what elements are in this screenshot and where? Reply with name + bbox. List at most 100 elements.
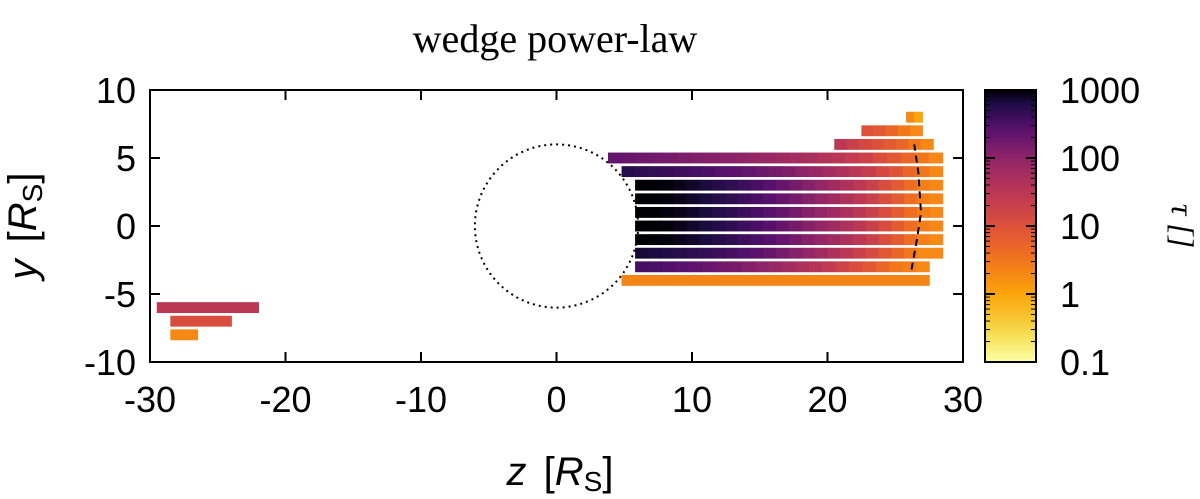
strip-cell: [795, 166, 810, 178]
strip-cell: [808, 166, 823, 178]
strip-cell: [711, 220, 726, 232]
strip-cell: [647, 193, 662, 205]
strip-cell: [776, 193, 790, 205]
strip-cell: [768, 166, 783, 178]
strip-cell: [878, 179, 893, 191]
strip-cell: [914, 111, 923, 123]
strip-cell: [635, 261, 650, 273]
strip-cell: [891, 206, 905, 218]
strip-cell: [834, 138, 848, 150]
strip-cell: [677, 152, 693, 164]
strip-cell: [635, 179, 649, 191]
strip-cell: [635, 234, 649, 246]
strip-cell: [763, 193, 777, 205]
strip-cell: [621, 152, 637, 164]
strip-cell: [750, 220, 764, 232]
strip-cell: [917, 206, 931, 218]
strip-cell: [859, 138, 872, 150]
strip-cell: [776, 206, 790, 218]
y-axis-unit-sym: R: [1, 202, 45, 231]
strip-cell: [686, 193, 700, 205]
strip-cell: [803, 152, 818, 164]
strip-cell: [699, 206, 713, 218]
strip-cell: [891, 220, 905, 232]
y-tick-label: -10: [84, 342, 136, 383]
strip-cell: [763, 247, 777, 259]
strip-cell: [878, 193, 893, 205]
strip-cell: [827, 234, 841, 246]
strip-cell: [827, 179, 841, 191]
colorbar-tick-label: 10: [1060, 206, 1100, 247]
strip-cell: [711, 234, 726, 246]
strip-cell: [852, 179, 867, 191]
strip-cell: [917, 193, 931, 205]
strip-cell: [691, 152, 707, 164]
x-axis-unit-sub: S: [584, 466, 603, 497]
strip-cell: [902, 166, 917, 178]
strip-cell: [724, 247, 739, 259]
strip-cell: [871, 138, 885, 150]
x-tick-label: -10: [395, 379, 447, 420]
strip-cell: [788, 234, 803, 246]
strip-cell: [719, 152, 735, 164]
strip-cell: [686, 179, 700, 191]
strip-cell: [891, 193, 905, 205]
colorbar-tick-label: 1000: [1060, 70, 1140, 111]
x-axis-label: z [RS]: [506, 450, 614, 497]
strip-cell: [889, 166, 904, 178]
strip-cell: [635, 152, 651, 164]
strip-cell: [750, 179, 764, 191]
strip-cell: [929, 247, 944, 259]
strip-cell: [904, 247, 918, 259]
strip-cell: [763, 206, 777, 218]
strip-cell: [699, 179, 713, 191]
x-tick-label: 20: [807, 379, 847, 420]
y-ticks: -10 -5 0 5 10: [84, 70, 963, 383]
strip-cell: [878, 220, 893, 232]
strip-cell: [915, 166, 930, 178]
strip-cell: [848, 261, 863, 273]
strip-cell: [660, 220, 675, 232]
strip-cell: [929, 179, 944, 191]
strip-cell: [840, 193, 854, 205]
strip-cell: [711, 193, 726, 205]
strip-cell: [647, 247, 662, 259]
circle-outline: [473, 143, 640, 309]
strip-cell: [635, 247, 649, 259]
strip-cell: [663, 152, 679, 164]
strip-cell: [929, 166, 944, 178]
strip-cell: [801, 206, 816, 218]
strip-cell: [878, 234, 893, 246]
strip-cell: [917, 234, 931, 246]
heatmap-strips: [156, 111, 944, 341]
strip-cell: [675, 166, 690, 178]
strip-cell: [845, 152, 860, 164]
strip-cell: [915, 261, 930, 273]
y-axis-unit-close: ]: [1, 173, 45, 184]
strip-cell: [649, 152, 665, 164]
strip-cell: [737, 179, 752, 191]
strip-cell: [852, 206, 867, 218]
strip-cell: [699, 234, 713, 246]
strip-cell: [827, 247, 841, 259]
strip-cell: [699, 193, 713, 205]
strip-cell: [724, 179, 739, 191]
strip-cell: [789, 152, 804, 164]
colorbar-tick-label: 0.1: [1060, 342, 1110, 383]
strip-cell: [904, 206, 918, 218]
y-axis-var: y: [1, 256, 45, 282]
strip-cell: [647, 234, 662, 246]
strip-cell: [742, 261, 756, 273]
strip-cell: [775, 152, 790, 164]
chart-title: wedge power-law: [413, 16, 698, 61]
strip-cell: [827, 206, 841, 218]
strip-cell: [889, 261, 903, 273]
y-axis-unit-sub: S: [17, 184, 48, 203]
strip-cell: [711, 179, 726, 191]
y-tick-label: 10: [96, 70, 136, 111]
strip-cell: [673, 206, 687, 218]
x-tick-label: 0: [546, 379, 566, 420]
strip-cell: [660, 179, 675, 191]
strip-cell: [660, 206, 675, 218]
strip-cell: [776, 179, 790, 191]
